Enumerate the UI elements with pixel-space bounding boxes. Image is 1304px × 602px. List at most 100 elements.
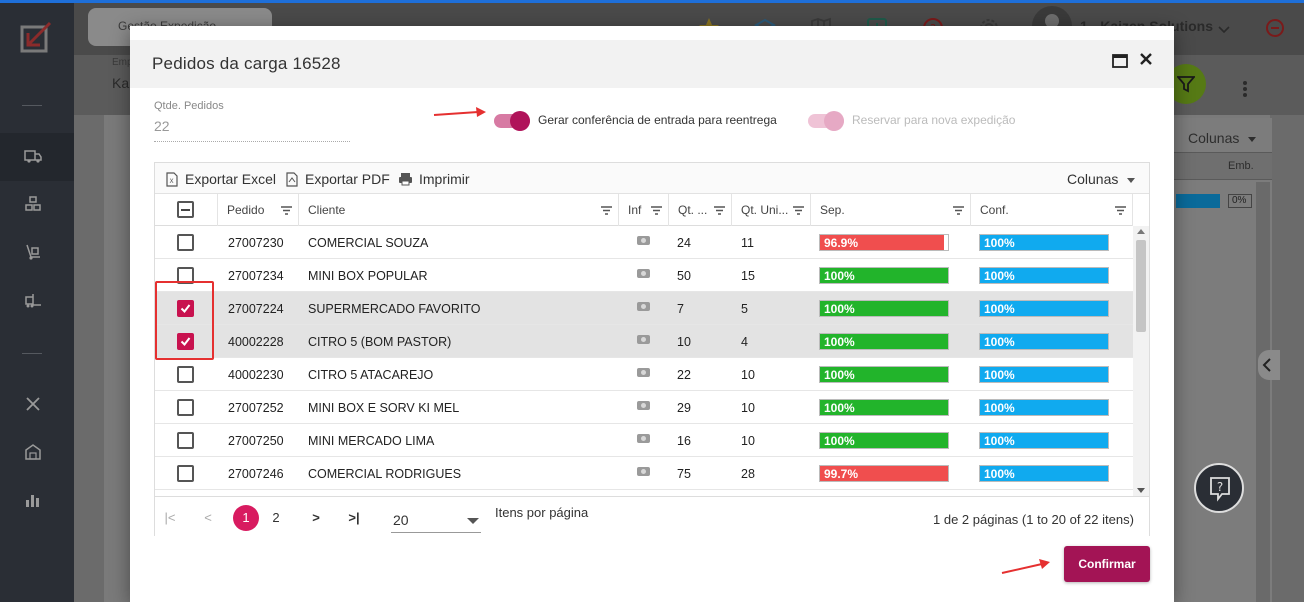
svg-text:?: ? <box>1217 480 1223 494</box>
row-checkbox[interactable] <box>177 432 194 449</box>
page-2-button[interactable]: 2 <box>272 510 280 525</box>
page-size-caret-icon[interactable] <box>467 518 479 524</box>
sep-progress-bar: 100% <box>819 333 949 350</box>
table-row[interactable] <box>155 490 1133 496</box>
prev-page-button[interactable]: < <box>204 510 212 525</box>
sidebar-divider <box>22 105 42 106</box>
toggle-knob <box>824 111 844 131</box>
toggle-reentrega[interactable] <box>494 111 530 131</box>
conf-progress-bar: 100% <box>979 432 1109 449</box>
col-header-cliente[interactable]: Cliente <box>299 194 619 226</box>
info-doc-icon[interactable] <box>637 302 650 311</box>
tools-icon[interactable] <box>24 395 42 413</box>
print-label: Imprimir <box>419 171 470 187</box>
warehouse-icon[interactable] <box>24 443 42 461</box>
bar-chart-icon[interactable] <box>24 491 42 509</box>
scroll-down-icon[interactable] <box>1137 488 1145 493</box>
info-doc-icon[interactable] <box>637 236 650 245</box>
cell-pedido: 27007230 <box>228 236 284 250</box>
col-header-qt[interactable]: Qt. ... <box>669 194 732 226</box>
dolly-icon[interactable] <box>24 243 42 261</box>
row-checkbox[interactable] <box>177 333 194 350</box>
sub-label-emp: Emp. <box>112 57 136 68</box>
qtde-pedidos-label: Qtde. Pedidos <box>154 100 224 112</box>
info-doc-icon[interactable] <box>637 335 650 344</box>
filter-icon[interactable] <box>793 206 804 215</box>
boxes-icon[interactable] <box>24 195 42 213</box>
bg-scrollbar[interactable] <box>1256 182 1270 602</box>
col-header-sep[interactable]: Sep. <box>811 194 971 226</box>
scroll-thumb[interactable] <box>1136 240 1146 332</box>
table-row[interactable]: 40002230 CITRO 5 ATACAREJO 22 10 100% 100% <box>155 358 1133 391</box>
row-checkbox[interactable] <box>177 399 194 416</box>
first-page-button[interactable]: |< <box>164 510 176 525</box>
info-doc-icon[interactable] <box>637 368 650 377</box>
page-size-select[interactable]: 20 <box>391 505 481 533</box>
info-doc-icon[interactable] <box>637 269 650 278</box>
sep-progress-bar: 100% <box>819 300 949 317</box>
row-checkbox[interactable] <box>177 366 194 383</box>
next-page-button[interactable]: > <box>312 510 320 525</box>
table-row[interactable]: 27007252 MINI BOX E SORV KI MEL 29 10 100% 10… <box>155 391 1133 424</box>
info-doc-icon[interactable] <box>637 467 650 476</box>
truck-icon[interactable] <box>24 147 42 165</box>
filter-icon[interactable] <box>953 206 964 215</box>
table-row[interactable]: 27007246 COMERCIAL RODRIGUES 75 28 99.7% 100% <box>155 457 1133 490</box>
filter-icon[interactable] <box>651 206 662 215</box>
scroll-up-icon[interactable] <box>1137 229 1145 234</box>
sep-progress-bar: 100% <box>819 399 949 416</box>
grid-header: Pedido Cliente Inf Qt. ... Qt. Uni... Se… <box>155 194 1133 226</box>
info-doc-icon[interactable] <box>637 401 650 410</box>
export-excel-button[interactable]: X Exportar Excel <box>165 171 276 187</box>
info-doc-icon[interactable] <box>637 434 650 443</box>
col-header-inf[interactable]: Inf <box>619 194 669 226</box>
help-chat-button[interactable]: ? <box>1194 463 1244 513</box>
annotation-arrow-icon <box>1001 559 1050 574</box>
row-checkbox[interactable] <box>177 465 194 482</box>
columns-chooser[interactable]: Colunas <box>1067 171 1119 187</box>
col-header-sep-label: Sep. <box>820 203 845 217</box>
table-row[interactable]: 40002228 CITRO 5 (BOM PASTOR) 10 4 100% 100% <box>155 325 1133 358</box>
bg-column-header: Emb. <box>1172 152 1272 180</box>
kebab-menu-icon[interactable] <box>1242 80 1248 101</box>
page-1-button[interactable]: 1 <box>233 505 259 531</box>
modal-header: Pedidos da carga 16528 <box>130 40 1174 88</box>
conf-percent: 100% <box>984 302 1015 316</box>
conf-percent: 100% <box>984 236 1015 250</box>
logout-icon[interactable] <box>1264 17 1286 39</box>
filter-icon[interactable] <box>281 206 292 215</box>
select-all-checkbox[interactable] <box>177 201 194 218</box>
row-checkbox[interactable] <box>177 300 194 317</box>
grid-vertical-scrollbar[interactable] <box>1133 226 1149 496</box>
maximize-icon[interactable] <box>1112 54 1128 68</box>
bg-columns-caret-icon <box>1248 137 1256 142</box>
close-icon[interactable] <box>1138 51 1156 69</box>
qtde-pedidos-field: 22 <box>154 118 350 142</box>
filter-icon[interactable] <box>601 206 612 215</box>
grid-toolbar: X Exportar Excel Exportar PDF Imprimir C… <box>155 163 1149 194</box>
filter-icon[interactable] <box>714 206 725 215</box>
sidebar-active-indicator <box>0 133 74 181</box>
last-page-button[interactable]: >| <box>348 510 360 525</box>
table-row[interactable]: 27007250 MINI MERCADO LIMA 16 10 100% 100% <box>155 424 1133 457</box>
sep-progress-bar: 100% <box>819 267 949 284</box>
table-row[interactable]: 27007230 COMERCIAL SOUZA 24 11 96.9% 100% <box>155 226 1133 259</box>
svg-text:X: X <box>169 178 173 185</box>
bg-columns-label[interactable]: Colunas <box>1188 130 1240 146</box>
table-row[interactable]: 27007234 MINI BOX POPULAR 50 15 100% 100% <box>155 259 1133 292</box>
export-pdf-button[interactable]: Exportar PDF <box>285 171 390 187</box>
side-panel-toggle[interactable] <box>1258 350 1280 380</box>
confirm-button[interactable]: Confirmar <box>1064 546 1150 582</box>
chevron-down-icon[interactable] <box>1218 22 1230 37</box>
col-header-qt-uni[interactable]: Qt. Uni... <box>732 194 811 226</box>
col-header-pedido[interactable]: Pedido <box>218 194 299 226</box>
select-all-header <box>155 194 218 226</box>
print-button[interactable]: Imprimir <box>398 171 470 187</box>
filter-icon[interactable] <box>1115 206 1126 215</box>
col-header-conf[interactable]: Conf. <box>971 194 1133 226</box>
col-header-qt-uni-label: Qt. Uni... <box>741 203 789 217</box>
table-row[interactable]: 27007224 SUPERMERCADO FAVORITO 7 5 100% 100% <box>155 292 1133 325</box>
row-checkbox[interactable] <box>177 234 194 251</box>
row-checkbox[interactable] <box>177 267 194 284</box>
forklift-icon[interactable] <box>24 291 42 309</box>
